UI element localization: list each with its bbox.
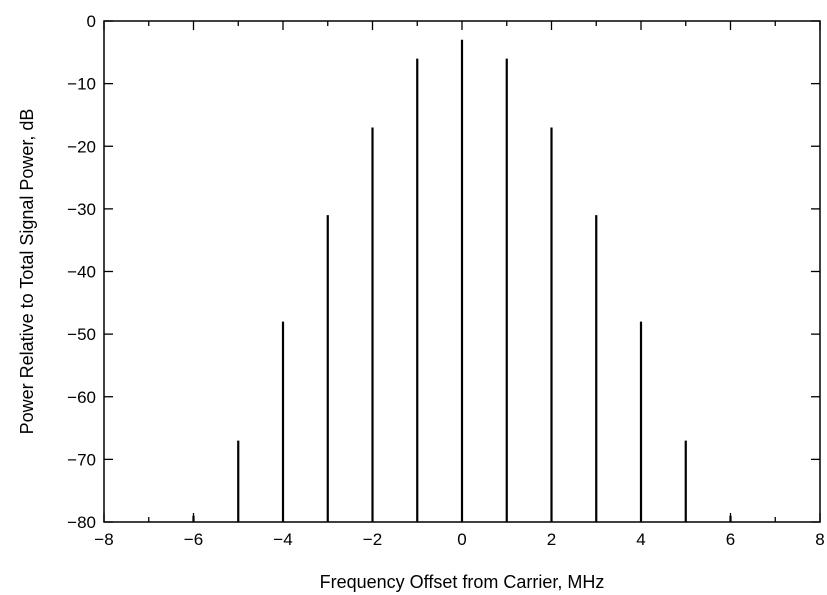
y-tick-label: −30 — [67, 200, 96, 219]
x-tick-label: 0 — [457, 530, 466, 549]
x-tick-label: −8 — [94, 530, 113, 549]
x-tick-label: −4 — [273, 530, 292, 549]
spectral-lines — [192, 39, 732, 522]
x-tick-label: 4 — [636, 530, 645, 549]
x-tick-label: −6 — [184, 530, 203, 549]
x-tick-label: 6 — [726, 530, 735, 549]
x-axis-title: Frequency Offset from Carrier, MHz — [320, 572, 605, 592]
y-tick-label: −80 — [67, 513, 96, 532]
y-tick-label: 0 — [87, 12, 96, 31]
y-tick-label: −40 — [67, 263, 96, 282]
y-axis-ticks: 0 −10 −20 −30 −40 −50 −60 −70 −80 — [67, 12, 820, 532]
x-tick-label: 8 — [815, 530, 824, 549]
x-axis-ticks: −8 −6 −4 −2 0 2 4 6 8 — [94, 21, 825, 549]
y-tick-label: −60 — [67, 388, 96, 407]
x-tick-label: 2 — [547, 530, 556, 549]
y-axis-title: Power Relative to Total Signal Power, dB — [17, 109, 37, 435]
y-tick-label: −20 — [67, 137, 96, 156]
y-tick-label: −10 — [67, 75, 96, 94]
x-tick-label: −2 — [363, 530, 382, 549]
y-tick-label: −70 — [67, 450, 96, 469]
y-tick-label: −50 — [67, 325, 96, 344]
